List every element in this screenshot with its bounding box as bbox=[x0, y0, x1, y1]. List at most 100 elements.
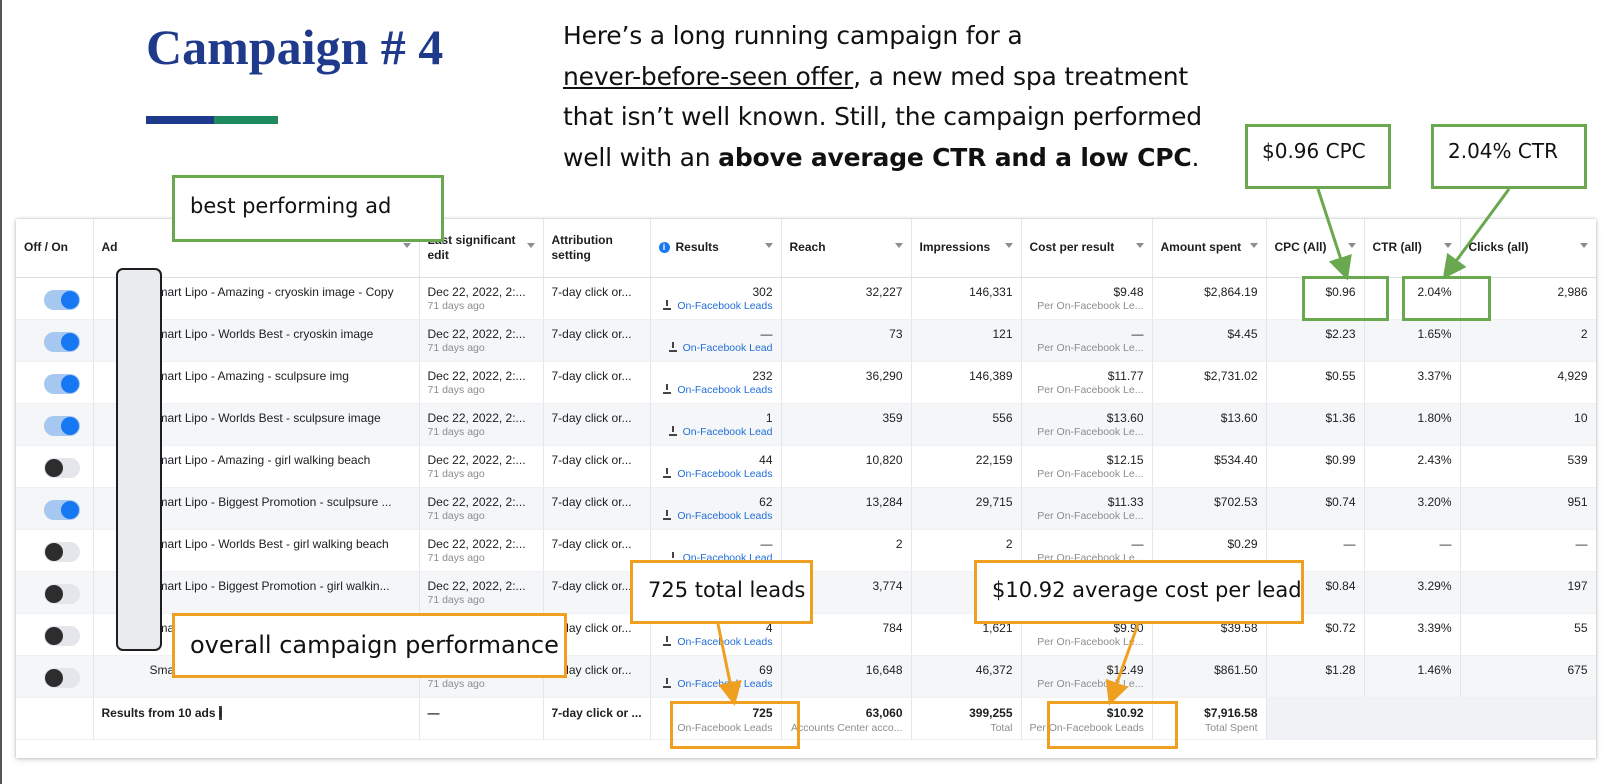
sort-chevron-icon[interactable] bbox=[1249, 243, 1258, 248]
ad-toggle-switch[interactable] bbox=[44, 331, 80, 352]
ad-toggle-switch[interactable] bbox=[44, 583, 80, 604]
reach-value: 73 bbox=[889, 326, 903, 341]
overall-performance-callout: overall campaign performance bbox=[172, 613, 567, 678]
amount-spent-cell: $861.50 bbox=[1152, 655, 1267, 698]
col-impressions[interactable]: Impressions bbox=[911, 219, 1022, 278]
results-type[interactable]: On-Facebook Leads bbox=[659, 677, 773, 692]
attribution-cell: 7-day click or... bbox=[543, 361, 651, 404]
table-row[interactable]: Smart Lipo - Amazing - sculpsure img Dec … bbox=[16, 361, 1596, 404]
sort-chevron-icon[interactable] bbox=[1443, 243, 1452, 248]
impressions-cell: 22,159 bbox=[911, 445, 1022, 488]
col-ctr[interactable]: CTR (all) bbox=[1364, 219, 1461, 278]
lead-icon bbox=[663, 677, 672, 688]
sort-chevron-icon[interactable] bbox=[1579, 243, 1588, 248]
table-row[interactable]: Smart Lipo - Biggest Promotion - sculpsu… bbox=[16, 487, 1596, 530]
clicks-value: 675 bbox=[1567, 662, 1588, 677]
amount-spent-value: $702.53 bbox=[1214, 494, 1258, 509]
reach-cell: 16,648 bbox=[781, 655, 912, 698]
ad-toggle-switch[interactable] bbox=[44, 415, 80, 436]
ad-toggle-switch[interactable] bbox=[44, 289, 80, 310]
table-row[interactable]: Smart Lipo - Worlds Best - sculpsure ima… bbox=[16, 403, 1596, 446]
ctr-cell: 2.43% bbox=[1364, 445, 1461, 488]
reach-value: 10,820 bbox=[865, 452, 903, 467]
sort-chevron-icon[interactable] bbox=[402, 243, 411, 248]
impressions-value: 146,331 bbox=[969, 284, 1013, 299]
results-type[interactable]: On-Facebook Leads bbox=[659, 635, 773, 650]
results-type[interactable]: On-Facebook Leads bbox=[659, 383, 773, 398]
attribution-cell: 7-day click or... bbox=[543, 445, 651, 488]
table-row[interactable]: Smart Lipo - Worlds Best - cryoskin imag… bbox=[16, 319, 1596, 362]
amount-spent-value: $2,731.02 bbox=[1204, 368, 1258, 383]
amount-spent-value: $4.45 bbox=[1227, 326, 1258, 341]
clicks-value: 2,986 bbox=[1557, 284, 1588, 299]
cpc-cell: $0.74 bbox=[1266, 487, 1365, 530]
cost-per-result-type: Per On-Facebook Le... bbox=[1037, 635, 1144, 648]
ad-toggle-switch[interactable] bbox=[44, 457, 80, 478]
results-type[interactable]: On-Facebook Leads bbox=[659, 299, 773, 314]
ad-toggle-switch[interactable] bbox=[44, 625, 80, 646]
toggle-cell bbox=[16, 445, 94, 488]
last-edit-cell: Dec 22, 2022, 2:...71 days ago bbox=[419, 529, 544, 572]
cost-per-result-value: $11.33 bbox=[1107, 494, 1144, 509]
col-attribution[interactable]: Attribution setting bbox=[543, 219, 651, 278]
ctr-value: 2.43% bbox=[1417, 452, 1452, 467]
sort-chevron-icon[interactable] bbox=[894, 243, 903, 248]
info-icon[interactable]: i bbox=[218, 705, 223, 720]
results-type[interactable]: On-Facebook Leads bbox=[659, 467, 773, 482]
results-type[interactable]: On-Facebook Lead bbox=[659, 341, 773, 356]
ad-toggle-switch[interactable] bbox=[44, 541, 80, 562]
ad-toggle-switch[interactable] bbox=[44, 373, 80, 394]
footer-empty bbox=[1266, 696, 1364, 740]
sort-chevron-icon[interactable] bbox=[1347, 243, 1356, 248]
lead-icon bbox=[663, 299, 672, 310]
cpc-value: $1.28 bbox=[1325, 662, 1356, 677]
cost-per-result-cell: $9.48 Per On-Facebook Le... bbox=[1021, 277, 1153, 320]
sort-chevron-icon[interactable] bbox=[1004, 243, 1013, 248]
table-row[interactable]: Smart Lipo - Amazing - cryoskin image - … bbox=[16, 277, 1596, 320]
cost-per-result-value: $12.49 bbox=[1106, 662, 1144, 677]
col-clicks[interactable]: Clicks (all) bbox=[1460, 219, 1596, 278]
impressions-value: 1,621 bbox=[982, 620, 1013, 635]
results-cell: 69 On-Facebook Leads bbox=[650, 655, 782, 698]
table-row[interactable]: Smart Lipo - Amazing - girl walking beac… bbox=[16, 445, 1596, 488]
cost-per-result-type: Per On-Facebook Le... bbox=[1037, 299, 1144, 312]
cpc-value: $0.74 bbox=[1325, 494, 1356, 509]
impressions-value: 121 bbox=[992, 326, 1013, 341]
results-value: 302 bbox=[752, 284, 773, 299]
ad-toggle-switch[interactable] bbox=[44, 667, 80, 688]
sort-chevron-icon[interactable] bbox=[1135, 243, 1144, 248]
ad-toggle-switch[interactable] bbox=[44, 499, 80, 520]
clicks-value: 951 bbox=[1567, 494, 1588, 509]
footer-label: Results from 10 ads i bbox=[93, 696, 420, 740]
impressions-value: 46,372 bbox=[975, 662, 1013, 677]
col-toggle[interactable]: Off / On bbox=[16, 219, 94, 278]
avg-cost-highlight bbox=[1047, 701, 1178, 749]
col-cost-per-result[interactable]: Cost per result bbox=[1021, 219, 1153, 278]
attribution-cell: 7-day click or... bbox=[543, 487, 651, 530]
cpc-value: $0.99 bbox=[1325, 452, 1356, 467]
sort-chevron-icon[interactable] bbox=[526, 243, 535, 248]
footer-empty bbox=[16, 696, 94, 740]
ctr-value: 3.20% bbox=[1417, 494, 1452, 509]
col-results[interactable]: i Results bbox=[650, 219, 782, 278]
ctr-value: 2.04% bbox=[1417, 284, 1452, 299]
clicks-cell: 2,986 bbox=[1460, 277, 1596, 320]
last-edit-cell: Dec 22, 2022, 2:...71 days ago bbox=[419, 445, 544, 488]
cpc-value: $0.84 bbox=[1325, 578, 1356, 593]
col-cpc[interactable]: CPC (All) bbox=[1266, 219, 1365, 278]
attribution-cell: 7-day click or... bbox=[543, 403, 651, 446]
cpc-value: $2.23 bbox=[1325, 326, 1356, 341]
last-edit-date: Dec 22, 2022, 2:... bbox=[427, 452, 526, 467]
info-icon[interactable]: i bbox=[658, 242, 670, 254]
clicks-value: 55 bbox=[1574, 620, 1588, 635]
results-type[interactable]: On-Facebook Lead bbox=[659, 425, 773, 440]
impressions-value: 22,159 bbox=[975, 452, 1013, 467]
amount-spent-cell: $534.40 bbox=[1152, 445, 1267, 488]
col-amount-spent[interactable]: Amount spent bbox=[1152, 219, 1267, 278]
cpc-callout: $0.96 CPC bbox=[1245, 124, 1391, 189]
sort-chevron-icon[interactable] bbox=[764, 243, 773, 248]
results-type[interactable]: On-Facebook Leads bbox=[659, 509, 773, 524]
col-reach[interactable]: Reach bbox=[781, 219, 912, 278]
ctr-cell: 3.39% bbox=[1364, 613, 1461, 656]
amount-spent-cell: $2,864.19 bbox=[1152, 277, 1267, 320]
